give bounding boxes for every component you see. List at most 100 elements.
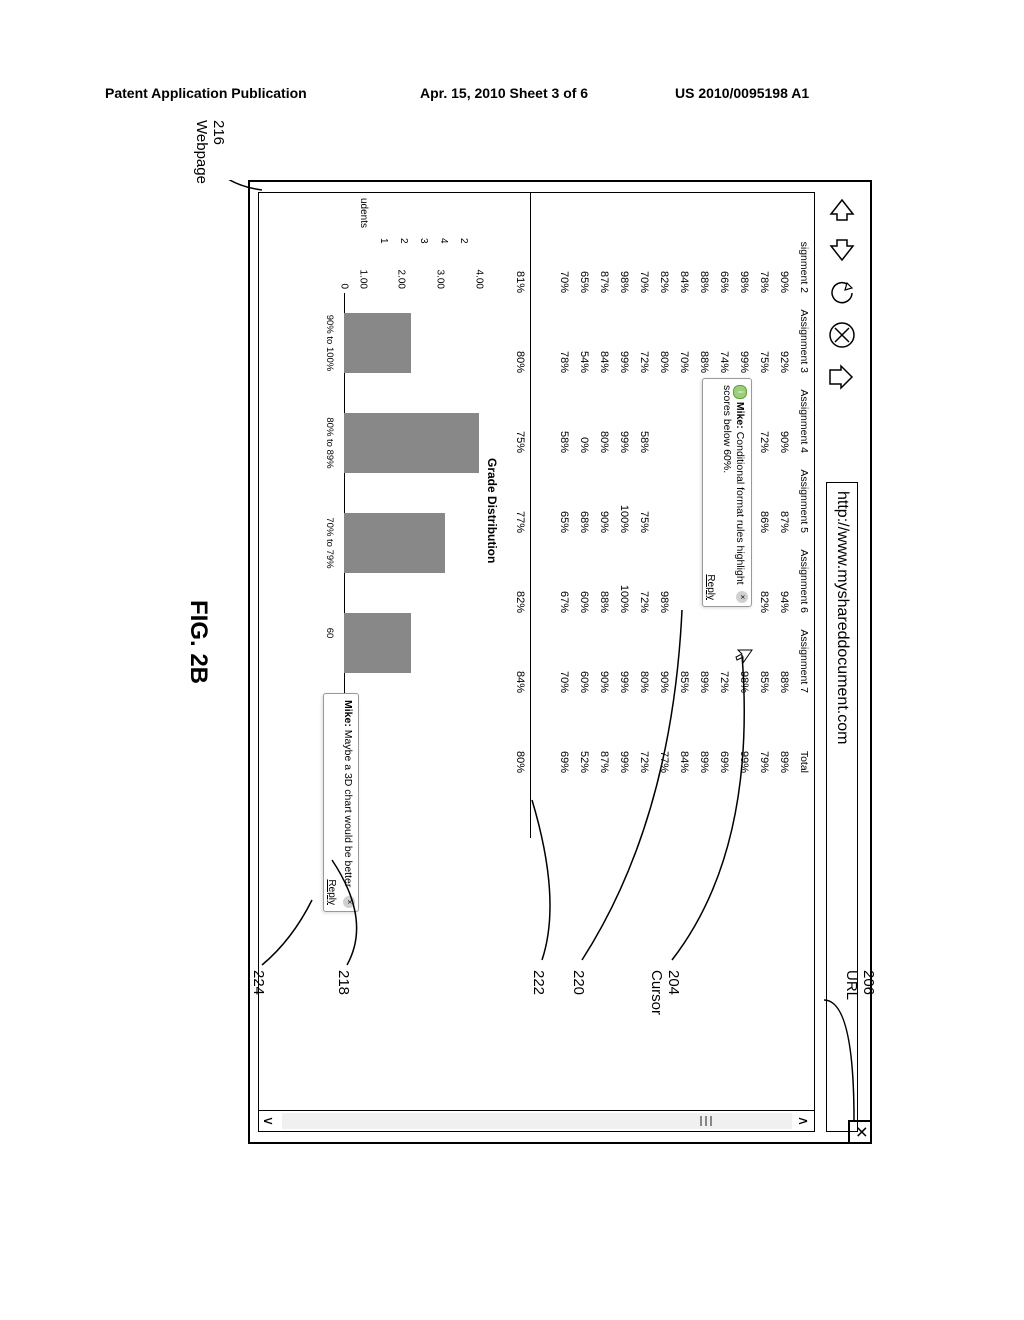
reply-link[interactable]: Reply [705, 574, 716, 600]
cell: 87% [598, 238, 610, 293]
cell: 75% [638, 458, 650, 533]
cell: 70% [638, 238, 650, 293]
cell: 92% [778, 298, 790, 373]
cell: 72% [638, 538, 650, 613]
cell: 72% [718, 618, 730, 693]
comment-author: Mike: [342, 700, 354, 727]
y-tick: 2.00 [396, 270, 407, 289]
cell: 60% [578, 538, 590, 613]
student-count: 2 [398, 238, 409, 244]
col-header: Total [798, 698, 810, 773]
callout: 224 [250, 970, 267, 995]
header-center: Apr. 15, 2010 Sheet 3 of 6 [420, 85, 588, 101]
cell: 99% [738, 698, 750, 773]
cell: 69% [718, 698, 730, 773]
cell: 72% [758, 378, 770, 453]
student-count: 1 [378, 238, 389, 244]
cell: 89% [778, 698, 790, 773]
stop-icon[interactable] [825, 318, 859, 352]
cell: 70% [558, 618, 570, 693]
cell: 88% [598, 538, 610, 613]
bar [344, 613, 411, 673]
students-label: udents [358, 198, 369, 228]
cell: 99% [618, 378, 630, 453]
cell: 75% [514, 378, 526, 453]
col-header: Assignment 7 [798, 618, 810, 693]
callout: 206 URL [843, 970, 877, 1000]
cell: 100% [618, 458, 630, 533]
cell: 87% [778, 458, 790, 533]
cursor-icon [734, 648, 754, 668]
cell: 60% [578, 618, 590, 693]
cell: 74% [718, 298, 730, 373]
bar [344, 513, 445, 573]
cell: 58% [638, 378, 650, 453]
cell: 65% [558, 458, 570, 533]
cell: 89% [698, 618, 710, 693]
table-avg-row: 81% 80% 75% 77% 82% 84% 80% [506, 193, 526, 1108]
cell: 99% [618, 618, 630, 693]
student-count: 3 [418, 238, 429, 244]
x-label: 70% to 79% [324, 498, 335, 588]
cell: 80% [514, 298, 526, 373]
comment-bubble[interactable]: × Mike: Maybe a 3D chart would be better… [323, 693, 359, 912]
cell: 82% [658, 238, 670, 293]
reply-link[interactable]: Reply [326, 879, 337, 905]
col-header: signment 2 [798, 238, 810, 293]
header-right: US 2010/0095198 A1 [675, 85, 809, 101]
bar [344, 313, 411, 373]
cell: 72% [638, 698, 650, 773]
cell: 98% [738, 238, 750, 293]
chart-title: Grade Distribution [485, 458, 499, 563]
col-header: Assignment 4 [798, 378, 810, 453]
student-count: 2 [458, 238, 469, 244]
close-icon[interactable]: × [343, 896, 355, 908]
scroll-down-icon[interactable]: ∨ [259, 1111, 279, 1131]
reload-icon[interactable] [825, 276, 859, 310]
comment-text: Maybe a 3D chart would be better [342, 730, 354, 888]
cell: 98% [658, 538, 670, 613]
student-count: 4 [438, 238, 449, 244]
callout: 218 [335, 970, 352, 995]
close-icon[interactable]: × [736, 591, 748, 603]
cell: 77% [658, 698, 670, 773]
cell: 82% [514, 538, 526, 613]
browser-toolbar [822, 192, 862, 394]
cell: 81% [514, 238, 526, 293]
callout: 220 [570, 970, 587, 995]
x-label: 80% to 89% [324, 398, 335, 488]
cell: 88% [698, 238, 710, 293]
cell: 54% [578, 298, 590, 373]
y-tick: 3.00 [435, 270, 446, 289]
col-header: Assignment 6 [798, 538, 810, 613]
table-header-row: signment 2 Assignment 3 Assignment 4 Ass… [790, 193, 810, 1108]
grade-distribution-chart: 4.00 3.00 2.00 1.00 0 90% to 100% 80% to… [324, 293, 479, 713]
cell: 94% [778, 538, 790, 613]
cell: 58% [558, 378, 570, 453]
cell: 72% [638, 298, 650, 373]
cell: 70% [558, 238, 570, 293]
url-input[interactable]: http://www.myshareddocument.com [826, 482, 858, 1132]
scroll-thumb[interactable] [282, 1113, 792, 1129]
cell: 78% [558, 298, 570, 373]
header-left: Patent Application Publication [105, 85, 307, 101]
cell: 90% [598, 458, 610, 533]
cell: 99% [618, 298, 630, 373]
table-row: 88% 88% 89% 89% [690, 193, 710, 1108]
cell: 79% [758, 698, 770, 773]
back-icon[interactable] [825, 192, 859, 226]
callout: 204 Cursor [648, 970, 682, 1015]
forward-icon[interactable] [825, 234, 859, 268]
scrollbar[interactable]: ∧ ∨ [259, 1110, 814, 1131]
comment-author: Mike: [734, 402, 746, 429]
table-row: 70% 78% 58% 65% 67% 70% 69% [550, 193, 570, 1108]
cell: 90% [778, 238, 790, 293]
scroll-up-icon[interactable]: ∧ [794, 1111, 814, 1131]
cell: 80% [514, 698, 526, 773]
home-icon[interactable] [825, 360, 859, 394]
comment-bubble[interactable]: i × Mike: Conditional format rules highl… [702, 378, 752, 607]
cell: 77% [514, 458, 526, 533]
comment-badge-icon: i [733, 385, 747, 399]
cell: 84% [678, 238, 690, 293]
cell: 52% [578, 698, 590, 773]
